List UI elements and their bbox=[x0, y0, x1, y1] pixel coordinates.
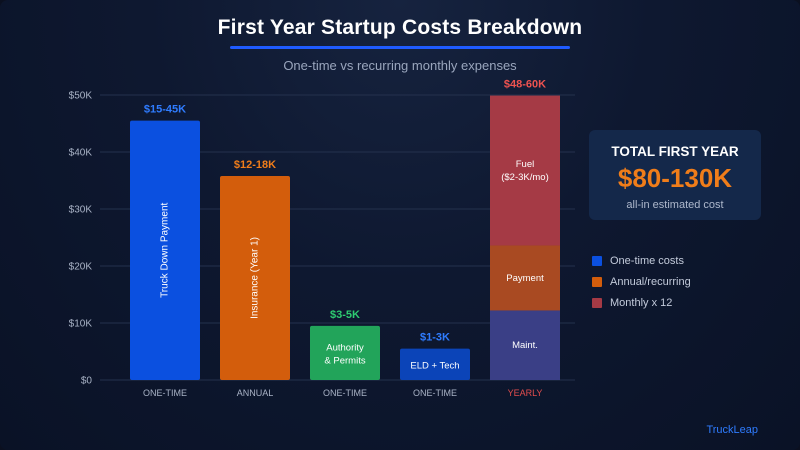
bar bbox=[220, 175, 290, 380]
legend-label: One-time costs bbox=[610, 254, 684, 267]
y-tick-label: $10K bbox=[69, 319, 93, 330]
stacked-segment bbox=[490, 310, 560, 380]
segment-label: Payment bbox=[506, 273, 544, 284]
y-tick-label: $20K bbox=[69, 262, 93, 273]
legend-label: Annual/recurring bbox=[610, 275, 691, 288]
bar-value-label: $3-5K bbox=[330, 309, 360, 321]
y-tick-label: $30K bbox=[69, 205, 93, 216]
segment-label: Fuel ($2-3K/mo) bbox=[501, 159, 549, 183]
total-value: $80-130K bbox=[617, 163, 733, 193]
x-category-label: ONE-TIME bbox=[413, 388, 457, 398]
chart-title: First Year Startup Costs Breakdown bbox=[217, 16, 583, 39]
y-tick-label: $0 bbox=[81, 376, 93, 387]
title-underline bbox=[230, 46, 570, 49]
legend-item: One-time costs bbox=[592, 250, 691, 271]
y-tick-label: $50K bbox=[69, 91, 93, 102]
x-category-label: ONE-TIME bbox=[143, 388, 187, 398]
chart-legend: One-time costs Annual/recurring Monthly x … bbox=[592, 250, 691, 313]
bar bbox=[310, 325, 380, 380]
bar-inner-label: Insurance (Year 1) bbox=[250, 237, 261, 319]
stacked-segment bbox=[490, 245, 560, 311]
bar bbox=[130, 120, 200, 381]
legend-swatch bbox=[592, 297, 602, 308]
y-tick-label: $40K bbox=[69, 148, 93, 159]
legend-item: Annual/recurring bbox=[592, 271, 691, 292]
chart-subtitle: One-time vs recurring monthly expenses bbox=[283, 58, 517, 73]
bar-inner-label: Truck Down Payment bbox=[160, 202, 171, 297]
segment-label: Maint. bbox=[512, 340, 538, 351]
bar-value-label: $12-18K bbox=[234, 159, 276, 171]
total-note: all-in estimated cost bbox=[626, 199, 724, 211]
brand-label: TruckLeap bbox=[706, 424, 758, 436]
bar-inner-label: Authority & Permits bbox=[324, 343, 365, 367]
total-label: TOTAL FIRST YEAR bbox=[611, 144, 739, 159]
bar bbox=[400, 348, 470, 380]
bar-value-label: $1-3K bbox=[420, 332, 450, 344]
legend-item: Monthly x 12 bbox=[592, 292, 691, 313]
x-category-label: YEARLY bbox=[508, 388, 543, 398]
bar-value-label: $15-45K bbox=[144, 104, 186, 116]
stacked-segment bbox=[490, 95, 560, 246]
legend-label: Monthly x 12 bbox=[610, 296, 673, 309]
x-category-label: ANNUAL bbox=[237, 388, 274, 398]
x-category-label: ONE-TIME bbox=[323, 388, 367, 398]
legend-swatch bbox=[592, 276, 602, 287]
legend-swatch bbox=[592, 255, 602, 266]
bar-inner-label: ELD + Tech bbox=[410, 360, 459, 371]
total-card: TOTAL FIRST YEAR $80-130K all-in estimat… bbox=[589, 130, 761, 220]
bar-value-label: $48-60K bbox=[504, 79, 546, 91]
